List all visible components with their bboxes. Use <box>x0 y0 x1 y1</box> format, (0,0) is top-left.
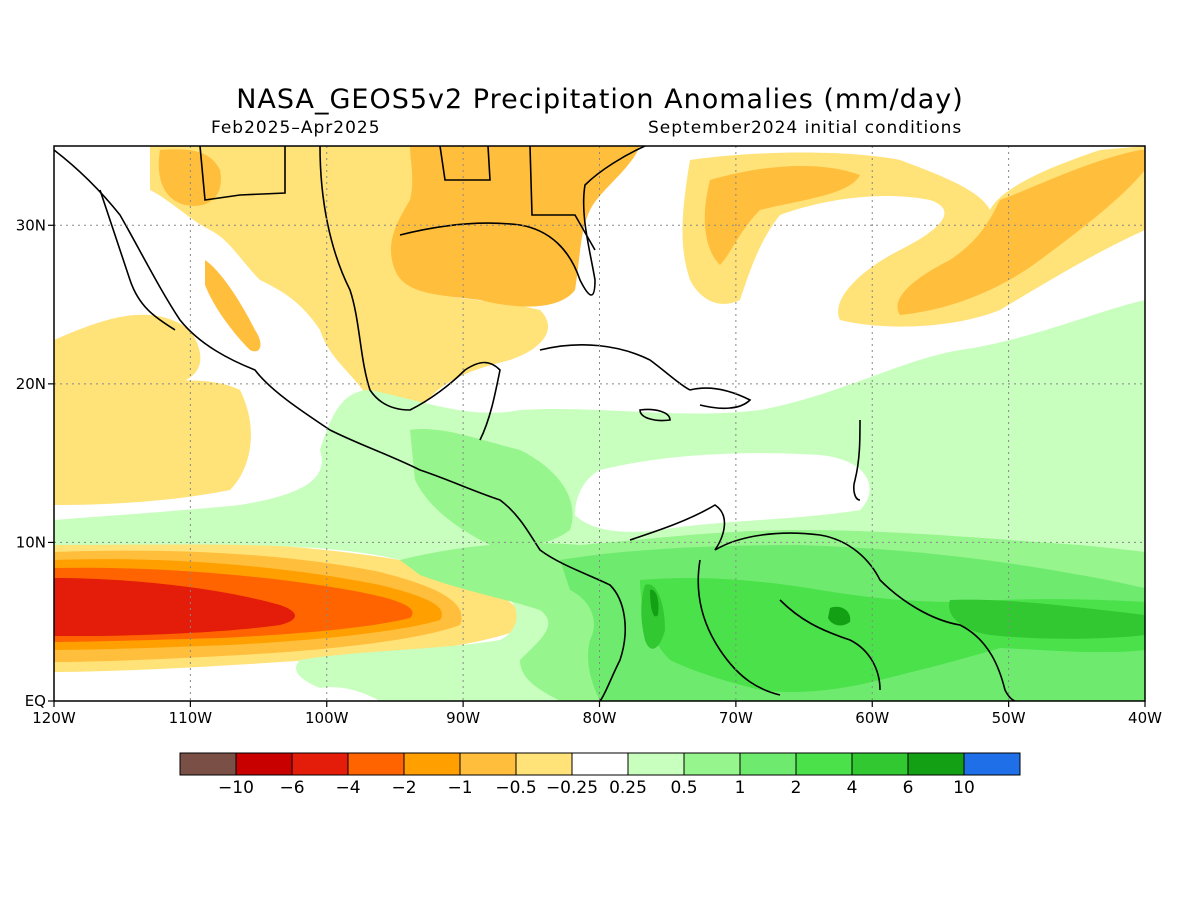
dry-region-baja <box>205 260 261 352</box>
colorbar-label: 2 <box>791 778 802 798</box>
colorbar-swatch <box>851 752 909 776</box>
wet-region-caribbean-gap <box>575 453 870 532</box>
colorbar-swatch <box>347 752 405 776</box>
colorbar-swatch <box>179 752 237 776</box>
map-title: NASA_GEOS5v2 Precipitation Anomalies (mm… <box>236 84 964 115</box>
colorbar-label: 6 <box>903 778 914 798</box>
x-tick-label: 70W <box>719 709 753 727</box>
anomaly-field <box>54 146 1145 701</box>
dry-region-gulf-mid <box>390 146 640 307</box>
colorbar-label: −0.5 <box>495 778 536 798</box>
colorbar-label: 4 <box>847 778 858 798</box>
x-tick-label: 120W <box>32 709 76 727</box>
wet-region-extreme-andes <box>641 584 665 649</box>
dry-region-atlantic-mid <box>704 165 860 265</box>
forecast-period: Feb2025–Apr2025 <box>211 118 381 138</box>
colorbar-swatch <box>795 752 853 776</box>
colorbar-label: −6 <box>279 778 304 798</box>
colorbar-swatch <box>963 752 1021 776</box>
colorbar-swatch <box>459 752 517 776</box>
colorbar-label: −10 <box>218 778 254 798</box>
x-axis: 120W 110W 100W 90W 80W 70W 60W 50W 40W <box>32 701 1162 727</box>
y-tick-label: 10N <box>16 533 46 551</box>
x-tick-label: 90W <box>446 709 480 727</box>
grid-lines <box>54 146 1145 701</box>
x-tick-label: 50W <box>992 709 1026 727</box>
y-tick-label: 30N <box>16 216 46 234</box>
colorbar-label: 1 <box>735 778 746 798</box>
colorbar-swatch <box>515 752 573 776</box>
dry-region-gulf-mid-west <box>158 149 221 206</box>
x-tick-label: 60W <box>855 709 889 727</box>
initial-conditions: September2024 initial conditions <box>648 118 963 138</box>
y-tick-label: EQ <box>25 692 46 710</box>
colorbar: −10 −6 −4 −2 −1 −0.5 −0.25 0.25 0.5 1 2 4 6 10 <box>179 752 1021 798</box>
y-axis: EQ 10N 20N 30N <box>16 216 54 710</box>
wet-region-max <box>828 606 851 626</box>
x-tick-label: 110W <box>169 709 213 727</box>
colorbar-swatch <box>403 752 461 776</box>
colorbar-label: 10 <box>953 778 975 798</box>
colorbar-swatch <box>683 752 741 776</box>
colorbar-swatch <box>571 752 629 776</box>
wet-region-central-america <box>410 429 573 547</box>
colorbar-swatch <box>235 752 293 776</box>
y-tick-label: 20N <box>16 375 46 393</box>
colorbar-label: 0.25 <box>609 778 647 798</box>
colorbar-swatch <box>291 752 349 776</box>
x-tick-label: 80W <box>583 709 617 727</box>
dry-region-itcz-extreme <box>54 578 295 636</box>
x-tick-label: 40W <box>1128 709 1162 727</box>
x-tick-label: 100W <box>305 709 349 727</box>
dry-region-atlantic-mid-east <box>897 150 1145 315</box>
dry-region-pacific-light <box>54 380 251 505</box>
coastlines <box>54 146 1016 701</box>
colorbar-label: −4 <box>335 778 360 798</box>
colorbar-swatch <box>907 752 965 776</box>
colorbar-label: −2 <box>391 778 416 798</box>
colorbar-label: −1 <box>447 778 472 798</box>
wet-region-extreme-east <box>949 599 1145 639</box>
wet-region-max-andes <box>650 589 659 617</box>
dry-region-pacific-light-north <box>54 314 201 405</box>
colorbar-label: −0.25 <box>546 778 598 798</box>
colorbar-swatch <box>627 752 685 776</box>
colorbar-label: 0.5 <box>670 778 697 798</box>
colorbar-swatch <box>739 752 797 776</box>
